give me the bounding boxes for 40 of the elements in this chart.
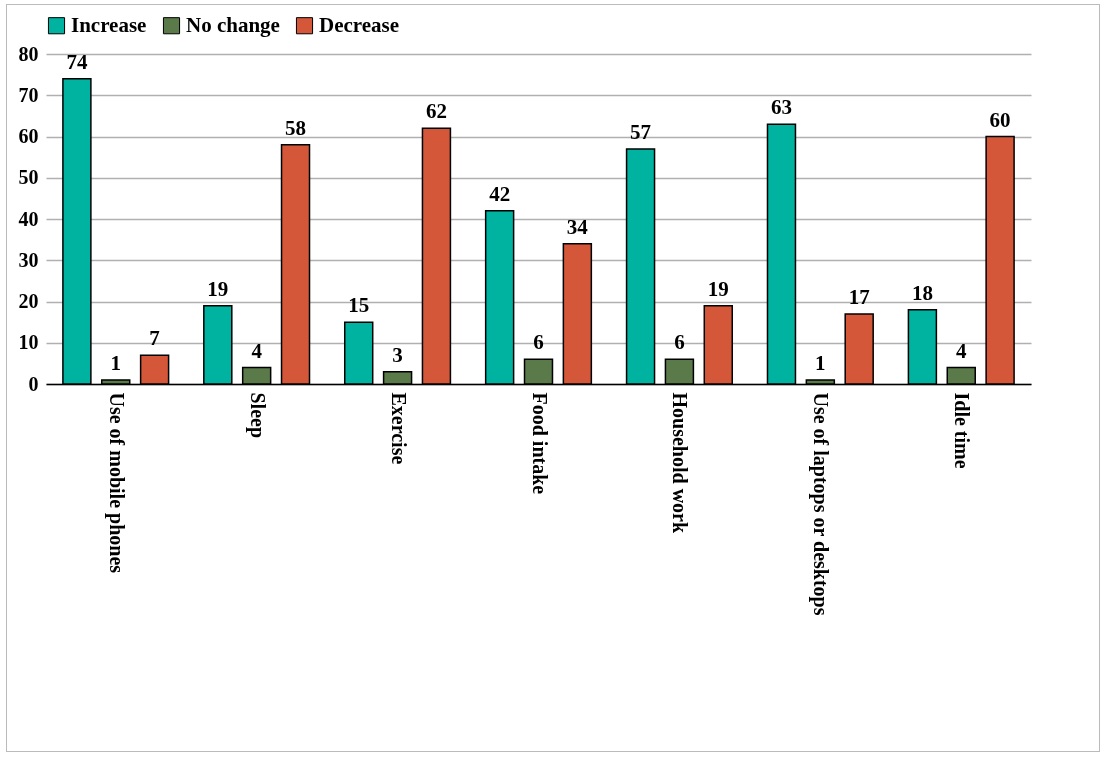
y-tick-label: 20 [18,290,39,312]
data-label: 4 [251,338,263,363]
y-tick-label: 40 [18,207,39,230]
data-label: 15 [348,293,370,318]
x-tick-label: Idle time [951,392,974,469]
y-tick-label: 50 [18,166,39,189]
x-tick-label: Household work [669,392,692,534]
y-tick-label: 60 [18,125,39,147]
data-label: 62 [425,99,447,124]
data-label: 6 [533,330,544,355]
data-label: 3 [392,342,403,367]
y-tick-label: 70 [18,83,39,106]
legend-label: Decrease [319,12,400,37]
data-label: 6 [674,330,685,355]
y-tick-label: 80 [18,42,39,65]
data-label: 60 [989,107,1011,132]
y-tick-label: 10 [18,331,39,354]
data-label: 4 [956,338,967,363]
data-label: 74 [66,49,88,74]
data-label: 17 [848,284,870,309]
data-label: 57 [630,119,652,144]
data-label: 42 [489,181,511,206]
y-tick-label: 0 [28,372,39,395]
x-tick-label: Exercise [387,392,410,465]
data-label: 19 [707,276,729,301]
data-label: 1 [110,350,121,375]
data-label: 19 [207,276,229,301]
x-tick-label: Food intake [528,392,551,495]
data-label: 34 [566,214,589,239]
data-label: 63 [770,95,792,120]
data-label: 1 [815,350,826,375]
y-tick-label: 30 [18,248,39,271]
data-label: 7 [149,326,160,351]
legend-label: Increase [71,12,147,37]
x-tick-label: Sleep [245,392,269,439]
data-label: 58 [285,115,307,140]
legend-label: No change [186,12,280,37]
x-tick-label: Use of mobile phones [104,392,128,574]
data-label: 18 [911,280,933,305]
x-tick-label: Use of laptops or desktops [809,392,833,616]
